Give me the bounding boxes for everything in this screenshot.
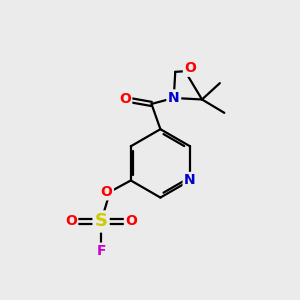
Text: O: O	[65, 214, 77, 229]
Text: O: O	[125, 214, 137, 229]
Text: O: O	[100, 185, 112, 199]
Text: N: N	[168, 91, 180, 105]
Text: O: O	[119, 92, 131, 106]
Text: F: F	[96, 244, 106, 258]
Text: S: S	[94, 212, 108, 230]
Text: N: N	[184, 173, 196, 188]
Text: O: O	[184, 61, 196, 75]
